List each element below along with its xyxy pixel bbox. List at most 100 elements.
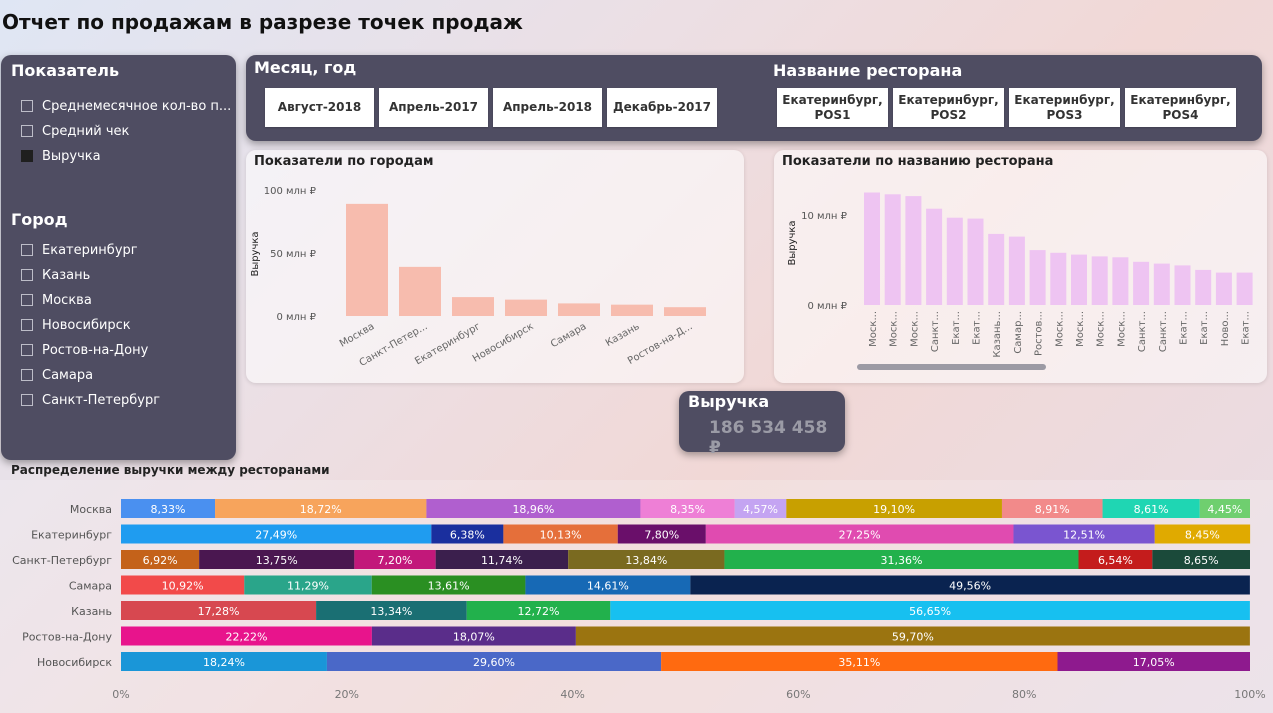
checkbox-icon[interactable] xyxy=(21,369,33,381)
y-category-label: Ростов-на-Дону xyxy=(22,631,112,644)
slicer-item-label: Екатеринбург xyxy=(42,242,138,258)
bar xyxy=(967,218,984,305)
checkbox-icon[interactable] xyxy=(21,125,33,137)
bar-segment xyxy=(690,575,1250,595)
bar-segment xyxy=(734,499,787,518)
data-label: 12,51% xyxy=(1063,529,1105,542)
y-axis-label: Выручка xyxy=(250,231,261,276)
month-chip[interactable]: Апрель-2018 xyxy=(493,88,602,127)
restaurant-chip[interactable]: Екатеринбург, POS1 xyxy=(777,88,888,127)
bar-segment xyxy=(503,524,618,544)
data-label: 13,61% xyxy=(428,580,470,593)
bar xyxy=(1215,272,1232,305)
checkbox-icon[interactable] xyxy=(21,244,33,256)
bar-segment xyxy=(435,550,569,569)
bar-segment xyxy=(199,550,355,569)
month-chip[interactable]: Апрель-2017 xyxy=(379,88,488,127)
slicer-item-samara[interactable]: Самара xyxy=(21,365,93,385)
data-label: 49,56% xyxy=(949,580,991,593)
checkbox-icon[interactable] xyxy=(21,269,33,281)
y-category-label: Казань xyxy=(71,605,112,618)
y-axis-label: Выручка xyxy=(787,220,798,265)
x-tick-label: Моск... xyxy=(1096,311,1107,347)
slicer-item-rostov[interactable]: Ростов-на-Дону xyxy=(21,340,148,360)
x-tick-label: 60% xyxy=(786,688,810,701)
bar xyxy=(346,203,388,316)
data-label: 59,70% xyxy=(892,631,934,644)
metric-slicer-title: Показатель xyxy=(11,61,120,80)
data-label: 18,24% xyxy=(203,656,245,669)
bar xyxy=(884,194,901,305)
x-tick-label: Екат... xyxy=(1241,311,1252,345)
data-label: 8,65% xyxy=(1184,554,1219,567)
slicer-item-spb[interactable]: Санкт-Петербург xyxy=(21,390,160,410)
x-tick-label: Санкт... xyxy=(1137,311,1148,352)
bar xyxy=(1050,252,1067,305)
bar xyxy=(1195,269,1212,305)
bar xyxy=(1071,254,1087,305)
bar xyxy=(452,297,494,316)
bar xyxy=(1153,263,1170,305)
restaurant-chart-card: Показатели по названию ресторана 0 млн ₽… xyxy=(774,150,1267,383)
restaurant-bar-chart: 0 млн ₽ 10 млн ₽Выручка Моск... Моск... Моск… xyxy=(787,192,1253,370)
checkbox-icon[interactable] xyxy=(21,319,33,331)
bar-segment xyxy=(705,524,1014,544)
bar-segment xyxy=(1057,652,1250,671)
checkbox-icon[interactable] xyxy=(21,394,33,406)
checkbox-icon[interactable] xyxy=(21,294,33,306)
bar xyxy=(1008,236,1025,305)
bar xyxy=(926,208,943,305)
checkbox-checked-icon[interactable] xyxy=(21,150,33,162)
bar-segment xyxy=(1199,499,1250,518)
x-tick-label: Ново... xyxy=(1220,311,1231,346)
slicer-item-novosibirsk[interactable]: Новосибирск xyxy=(21,315,131,335)
checkbox-icon[interactable] xyxy=(21,344,33,356)
bar-segment xyxy=(568,550,725,569)
slicer-item-label: Санкт-Петербург xyxy=(42,392,161,408)
data-label: 27,49% xyxy=(255,529,297,542)
restaurant-chip[interactable]: Екатеринбург, POS3 xyxy=(1009,88,1120,127)
kpi-value: 186 534 458 ₽ xyxy=(709,418,828,458)
stacked-chart-area: Москва 8,33% 18,72% 18,96% 8,35% 4,57% 19,10% 8… xyxy=(0,480,1273,713)
y-tick-label: 10 млн ₽ xyxy=(801,211,848,222)
bar xyxy=(558,303,600,316)
y-category-label: Екатеринбург xyxy=(31,529,112,542)
data-label: 4,57% xyxy=(743,503,778,516)
month-chip[interactable]: Август-2018 xyxy=(265,88,374,127)
x-tick-label: Санкт... xyxy=(930,311,941,352)
bar-segment xyxy=(121,652,327,671)
bar-segment xyxy=(617,524,706,544)
horizontal-scrollbar[interactable] xyxy=(857,364,1046,370)
slicer-item-avg-check[interactable]: Средний чек xyxy=(21,121,129,141)
bar-segment xyxy=(121,626,372,646)
bar xyxy=(611,304,653,316)
bar-segment xyxy=(724,550,1079,569)
data-label: 22,22% xyxy=(225,631,267,644)
slicer-item-label: Среднемесячное кол-во п... xyxy=(42,98,232,114)
data-label: 18,72% xyxy=(300,503,342,516)
bar-segment xyxy=(786,499,1002,518)
checkbox-icon[interactable] xyxy=(21,100,33,112)
data-label: 8,61% xyxy=(1134,503,1169,516)
slicer-item-avg-count[interactable]: Среднемесячное кол-во п... xyxy=(21,96,231,116)
y-category-label: Санкт-Петербург xyxy=(12,554,112,567)
bar-segment xyxy=(466,601,611,620)
bar xyxy=(1133,261,1150,305)
x-tick-label: Самара xyxy=(549,321,589,350)
slicer-item-kazan[interactable]: Казань xyxy=(21,265,90,285)
slicer-item-revenue[interactable]: Выручка xyxy=(21,146,101,166)
data-label: 13,84% xyxy=(625,554,667,567)
city-bar-chart: 0 млн ₽50 млн ₽100 млн ₽ВыручкаМоскваСан… xyxy=(250,186,706,369)
city-slicer-title: Город xyxy=(11,210,68,229)
month-chip[interactable]: Декабрь-2017 xyxy=(607,88,717,127)
bar-segment xyxy=(575,626,1250,646)
restaurant-chip[interactable]: Екатеринбург, POS4 xyxy=(1125,88,1236,127)
data-label: 18,07% xyxy=(453,631,495,644)
x-tick-label: Моск... xyxy=(1075,311,1086,347)
x-tick-label: Ростов... xyxy=(1034,311,1045,356)
city-chart-title: Показатели по городам xyxy=(254,154,434,169)
slicer-item-ekaterinburg[interactable]: Екатеринбург xyxy=(21,240,138,260)
bar xyxy=(1174,265,1191,305)
restaurant-chip[interactable]: Екатеринбург, POS2 xyxy=(893,88,1004,127)
slicer-item-moscow[interactable]: Москва xyxy=(21,290,92,310)
